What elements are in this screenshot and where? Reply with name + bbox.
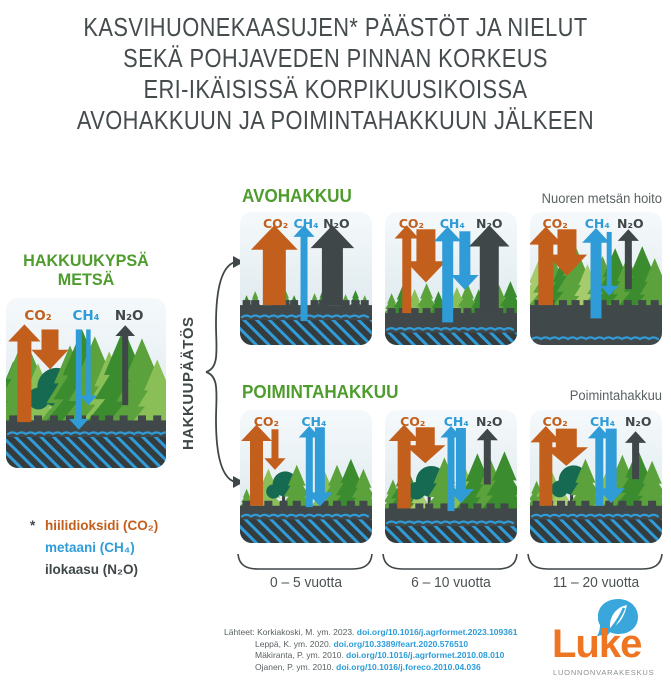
panel-avohakkuu-2: CO₂ CH₄ N₂O — [385, 212, 517, 350]
branch-arrows-icon — [205, 256, 244, 488]
mature-forest-label-line2: METSÄ — [57, 270, 115, 289]
gas-label-co2: CO₂ — [542, 414, 567, 429]
gas-label-n2o: N₂O — [625, 414, 652, 429]
gas-label-n2o: N₂O — [115, 308, 144, 324]
gas-label-co2: CO₂ — [400, 414, 425, 429]
gas-label-ch4: CH₄ — [72, 308, 99, 324]
source-text: Mäkiranta, P. ym. 2010. — [255, 650, 344, 660]
gas-label-n2o: N₂O — [617, 216, 644, 231]
footnote-asterisk: * — [30, 518, 36, 533]
poster-title: KASVIHUONEKAASUJEN* PÄÄSTÖT JA NIELUT SE… — [54, 12, 618, 136]
panel-poimintahakkuu-1: CO₂ CH₄ — [240, 410, 372, 548]
gas-label-n2o: N₂O — [476, 414, 503, 429]
row1-note: Nuoren metsän hoito — [541, 191, 662, 206]
gas-label-n2o: N₂O — [323, 216, 350, 231]
legend-ch4: metaani (CH₄) — [45, 540, 135, 555]
gas-label-co2: CO₂ — [542, 216, 567, 231]
decision-label: HAKKUUPÄÄTÖS — [180, 316, 197, 450]
timeline-braces-icon — [237, 553, 663, 570]
forest-scene-svg: CO₂ CH₄ — [240, 410, 372, 543]
source-text: Leppä, K. ym. 2020. — [255, 638, 332, 649]
gas-label-ch4: CH₄ — [440, 216, 465, 231]
forest-scene-svg: CO₂ CH₄ N₂O — [385, 410, 517, 543]
gas-label-co2: CO₂ — [263, 216, 288, 231]
source-link[interactable]: doi.org/10.1016/j.agrformet.2023.109361 — [356, 627, 518, 637]
gas-label-n2o: N₂O — [476, 216, 503, 231]
title-line-3: ERI-IKÄISISSÄ KORPIKUUSIKOISSA — [143, 74, 528, 104]
title-line-4: AVOHAKKUUN JA POIMINTAHAKKUUN JÄLKEEN — [76, 105, 595, 135]
source-text: Korkiakoski, M. ym. 2023. — [257, 627, 355, 637]
time-label-3: 11 – 20 vuotta — [552, 575, 640, 591]
forest-scene-svg: CO₂ CH₄ N₂O — [530, 410, 662, 543]
title-line-1: KASVIHUONEKAASUJEN* PÄÄSTÖT JA NIELUT — [83, 12, 588, 42]
gas-label-ch4: CH₄ — [301, 414, 326, 429]
panel-mature-forest: CO₂ CH₄ N₂O — [6, 298, 166, 473]
title-line-2: SEKÄ POHJAVEDEN PINNAN KORKEUS — [123, 43, 548, 73]
source-link[interactable]: doi.org/10.3389/feart.2020.576510 — [333, 638, 469, 649]
source-text: Ojanen, P. ym. 2010. — [255, 661, 334, 672]
luke-logo-subtitle: LUONNONVARAKESKUS — [553, 668, 655, 677]
gas-label-co2: CO₂ — [254, 414, 279, 429]
luke-leaf-icon — [597, 599, 638, 638]
sources-block: Lähteet: Korkiakoski, M. ym. 2023. doi.o… — [224, 627, 517, 673]
mature-forest-label-line1: HAKKUUKYPSÄ — [23, 251, 149, 270]
forest-scene-svg: CO₂ CH₄ N₂O — [385, 212, 517, 345]
panel-poimintahakkuu-2: CO₂ CH₄ N₂O — [385, 410, 517, 548]
forest-scene-svg: CO₂ CH₄ N₂O — [6, 298, 166, 468]
gas-label-ch4: CH₄ — [590, 414, 615, 429]
source-link[interactable]: doi.org/10.1016/j.foreco.2010.04.036 — [336, 661, 481, 672]
row2-heading: POIMINTAHAKKUU — [242, 382, 399, 402]
legend-co2: hiilidioksidi (CO₂) — [45, 518, 159, 533]
luke-logo: Luke LUONNONVARAKESKUS — [548, 598, 668, 686]
gas-legend: * hiilidioksidi (CO₂) metaani (CH₄) ilok… — [30, 515, 158, 581]
row1-heading: AVOHAKKUU — [242, 186, 352, 206]
panel-poimintahakkuu-3: CO₂ CH₄ N₂O — [530, 410, 662, 548]
mature-forest-label: HAKKUUKYPSÄ METSÄ — [4, 251, 167, 289]
time-label-2: 6 – 10 vuotta — [411, 575, 491, 591]
panel-avohakkuu-3: CO₂ CH₄ N₂O — [530, 212, 662, 350]
gas-label-ch4: CH₄ — [444, 414, 469, 429]
source-link[interactable]: doi.org/10.1016/j.agrformet.2010.08.010 — [346, 650, 505, 660]
forest-scene-svg: CO₂ CH₄ N₂O — [240, 212, 372, 345]
gas-label-ch4: CH₄ — [293, 216, 318, 231]
legend-n2o: ilokaasu (N₂O) — [45, 562, 139, 577]
gas-label-co2: CO₂ — [399, 216, 424, 231]
gas-label-ch4: CH₄ — [585, 216, 610, 231]
luke-logo-word: Luke — [552, 622, 642, 666]
panel-avohakkuu-1: CO₂ CH₄ N₂O — [240, 212, 372, 350]
row2-note: Poimintahakkuu — [569, 388, 662, 403]
gas-label-co2: CO₂ — [24, 308, 51, 324]
forest-scene-svg: CO₂ CH₄ N₂O — [530, 212, 662, 345]
sources-prefix: Lähteet: — [224, 627, 255, 637]
time-label-1: 0 – 5 vuotta — [270, 575, 342, 591]
